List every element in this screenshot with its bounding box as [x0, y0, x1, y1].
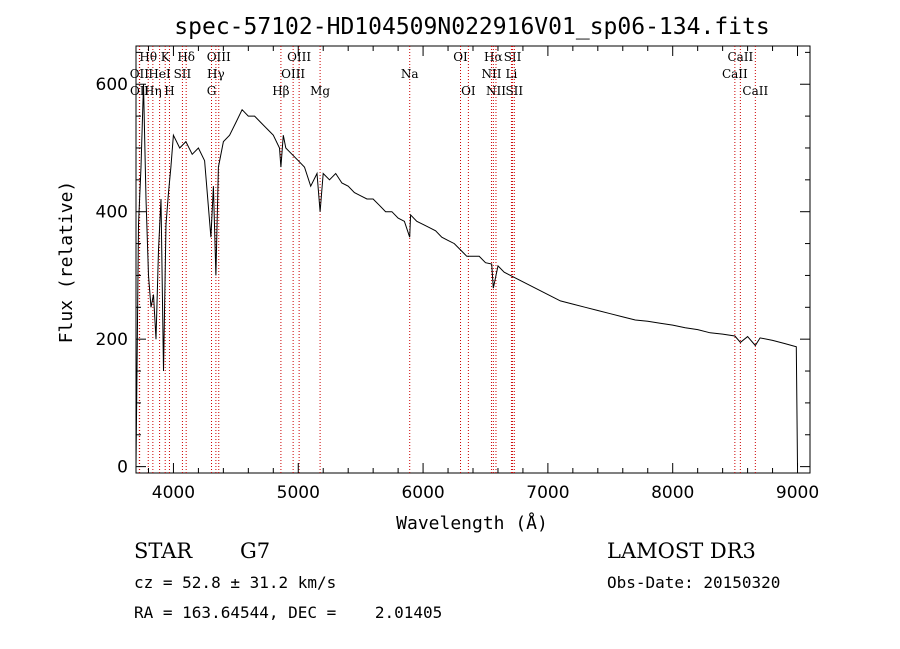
survey-name: LAMOST DR3: [607, 539, 756, 563]
x-tick-label: 6000: [401, 483, 444, 503]
plot-area-frame: [135, 45, 811, 474]
spectral-line-label: CaII: [722, 67, 748, 81]
object-class: STAR: [134, 539, 193, 563]
x-tick-label: 7000: [526, 483, 569, 503]
spectral-line-label: Na: [401, 67, 419, 81]
spectral-line-label: G: [207, 84, 217, 98]
spectral-line-label: OI: [461, 84, 476, 98]
spectral-line-label: Hβ: [272, 84, 289, 98]
spectral-line-label: OIII: [207, 50, 231, 64]
coordinates: RA = 163.64544, DEC = 2.01405: [134, 603, 443, 622]
y-tick-label: 0: [117, 458, 128, 478]
axis-ticks-layer: 4000 5000 6000 7000 8000 9000 0 200 400 600: [96, 46, 819, 503]
spectral-line-label: Hη: [144, 84, 162, 98]
y-tick-label: 600: [96, 75, 128, 95]
spectral-line-label: K: [161, 50, 171, 64]
x-axis-label: Wavelength (Å): [396, 512, 548, 534]
spectral-line-label: CaII: [727, 50, 753, 64]
spectral-line-label: NII: [481, 67, 501, 81]
subclass: G7: [240, 539, 271, 563]
spectral-line-label: SII: [174, 67, 192, 81]
redshift-value: cz = 52.8 ± 31.2 km/s: [134, 573, 337, 592]
spectrum-line: [135, 84, 798, 467]
spectral-line-label: SII: [504, 50, 522, 64]
spectral-line-label: Hδ: [177, 50, 195, 64]
y-axis-label: Flux (relative): [56, 181, 77, 344]
x-tick-label: 8000: [651, 483, 694, 503]
spectral-line-label: CaII: [742, 84, 768, 98]
chart-title: spec-57102-HD104509N022916V01_sp06-134.f…: [174, 14, 769, 40]
spectral-line-label: OIII: [287, 50, 311, 64]
spectral-line-label: Li: [506, 67, 518, 81]
spectral-line-label: H: [164, 84, 174, 98]
spectral-line-label: Mg: [310, 84, 330, 98]
y-tick-label: 400: [96, 203, 128, 223]
x-tick-label: 9000: [776, 483, 819, 503]
x-tick-label: 4000: [152, 483, 195, 503]
obs-date: Obs-Date: 20150320: [607, 573, 781, 592]
spectral-line-label: HeI: [148, 67, 171, 81]
x-tick-label: 5000: [277, 483, 320, 503]
spectral-line-label: OIII: [281, 67, 305, 81]
spectral-line-label: SII: [505, 84, 523, 98]
spectral-line-label: Hθ: [139, 50, 157, 64]
spectral-line-label: Hγ: [207, 67, 225, 81]
spectral-line-label: Hα: [484, 50, 503, 64]
spectral-line-label: OII: [130, 84, 150, 98]
spectral-line-label: NII: [486, 84, 506, 98]
y-tick-label: 200: [96, 330, 128, 350]
spectral-line-label: OI: [453, 50, 468, 64]
